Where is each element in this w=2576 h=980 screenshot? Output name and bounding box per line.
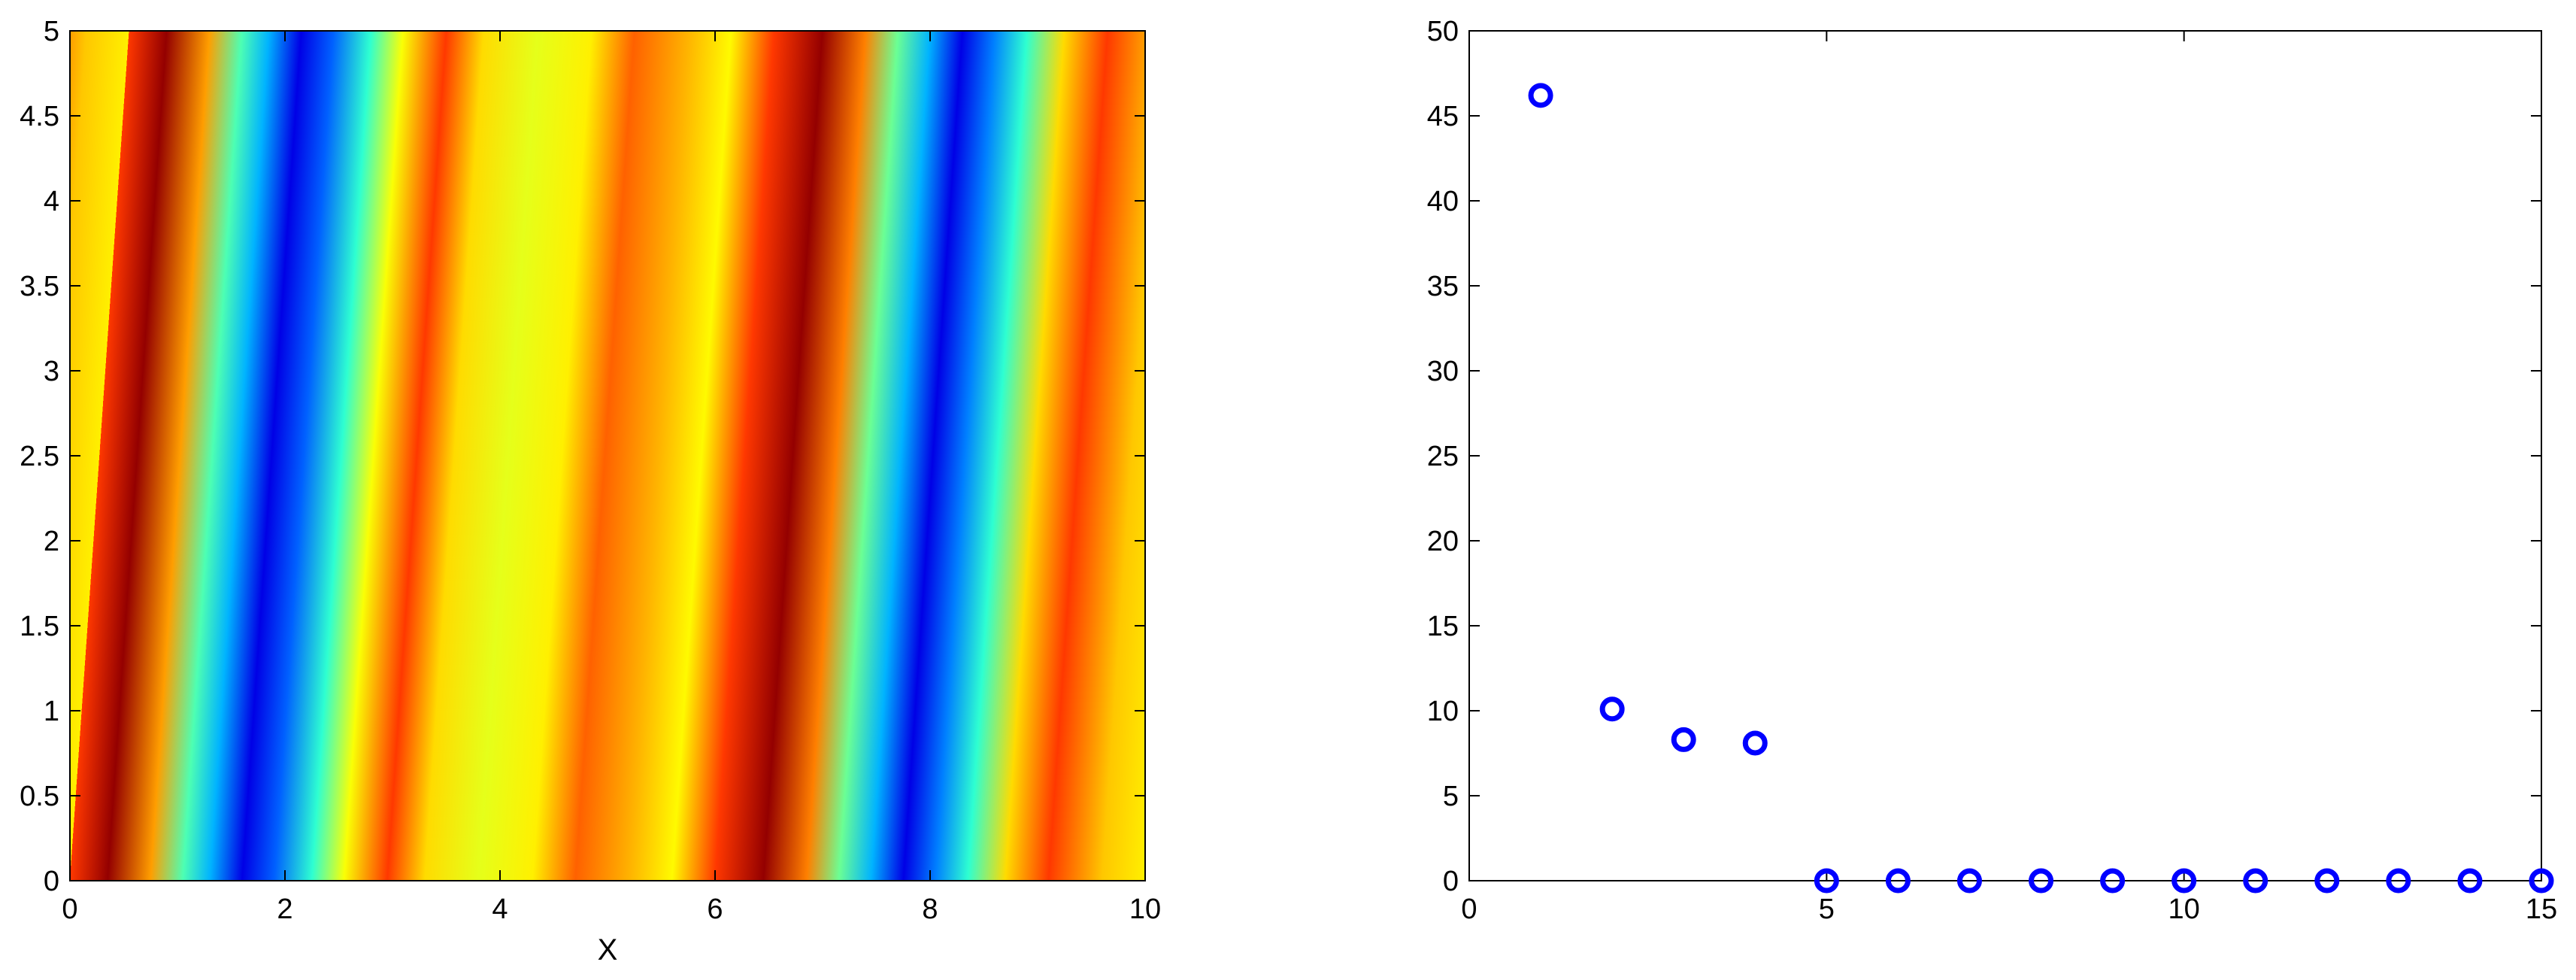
heatmap-y-tick-label: 1.5 (20, 611, 59, 642)
scatter-x-tick-label: 10 (2168, 894, 2200, 925)
scatter-point (2457, 868, 2483, 894)
heatmap-y-tick-label: 0 (44, 866, 59, 897)
heatmap-x-tick-label: 6 (707, 894, 723, 925)
scatter-y-tick-label: 35 (1427, 271, 1459, 302)
scatter-point (1956, 868, 1982, 894)
scatter-y-tick-label: 20 (1427, 526, 1459, 557)
scatter-x-tick-label: 0 (1461, 894, 1477, 925)
heatmap-x-tick-label: 0 (62, 894, 77, 925)
scatter-point (2100, 868, 2126, 894)
scatter-point (2386, 868, 2411, 894)
scatter-y-tick-label: 10 (1427, 696, 1459, 727)
heatmap-x-tick-label: 8 (922, 894, 938, 925)
scatter-x-tick-label: 5 (1819, 894, 1835, 925)
scatter-y-tick-label: 15 (1427, 611, 1459, 642)
scatter-y-ticks: 0 5 10 15 20 25 30 35 40 45 50 (1427, 16, 2541, 897)
scatter-axes-box (1468, 30, 2542, 881)
scatter-panel: 0 5 10 15 0 5 10 15 20 25 30 35 40 45 50 (1427, 16, 2557, 925)
scatter-x-tick-label: 15 (2526, 894, 2557, 925)
heatmap-y-tick-label: 4.5 (20, 101, 59, 132)
heatmap-field (70, 31, 1145, 881)
heatmap-y-ticks: 0 0.5 1 1.5 2 2.5 3 3.5 4 4.5 5 (20, 16, 1145, 897)
heatmap-x-axis-label: X (598, 933, 618, 966)
scatter-y-tick-label: 50 (1427, 16, 1459, 47)
scatter-y-tick-label: 5 (1443, 781, 1459, 812)
heatmap-x-tick-label: 10 (1129, 894, 1161, 925)
scatter-y-tick-label: 45 (1427, 101, 1459, 132)
scatter-point (1814, 868, 1839, 894)
scatter-y-tick-label: 25 (1427, 441, 1459, 472)
scatter-point (2171, 868, 2197, 894)
scatter-point (1671, 727, 1696, 752)
scatter-point (2243, 868, 2268, 894)
scatter-x-ticks: 0 5 10 15 (1461, 31, 2557, 925)
heatmap-x-tick-label: 4 (492, 894, 508, 925)
scatter-point (1599, 696, 1625, 722)
heatmap-y-tick-label: 2.5 (20, 441, 59, 472)
heatmap-y-tick-label: 0.5 (20, 781, 59, 812)
heatmap-y-tick-label: 1 (44, 696, 59, 727)
heatmap-x-tick-label: 2 (277, 894, 292, 925)
scatter-points (1528, 83, 2554, 894)
scatter-y-tick-label: 30 (1427, 356, 1459, 387)
scatter-point (1528, 83, 1553, 108)
scatter-point (2314, 868, 2340, 894)
scatter-point (1885, 868, 1911, 894)
heatmap-panel: 0 2 4 6 8 10 0 0.5 1 1.5 2 2.5 3 3.5 4 4.5 5 X (20, 16, 1161, 966)
scatter-point (1742, 730, 1768, 756)
scatter-y-tick-label: 0 (1443, 866, 1459, 897)
scatter-point (2529, 868, 2554, 894)
heatmap-x-ticks: 0 2 4 6 8 10 (62, 31, 1161, 925)
heatmap-y-tick-label: 5 (44, 16, 59, 47)
scatter-y-tick-label: 40 (1427, 186, 1459, 217)
heatmap-y-tick-label: 3 (44, 356, 59, 387)
scatter-point (2029, 868, 2054, 894)
heatmap-y-tick-label: 3.5 (20, 271, 59, 302)
heatmap-y-tick-label: 4 (44, 186, 59, 217)
heatmap-y-tick-label: 2 (44, 526, 59, 557)
heatmap-color-field (70, 31, 1145, 881)
